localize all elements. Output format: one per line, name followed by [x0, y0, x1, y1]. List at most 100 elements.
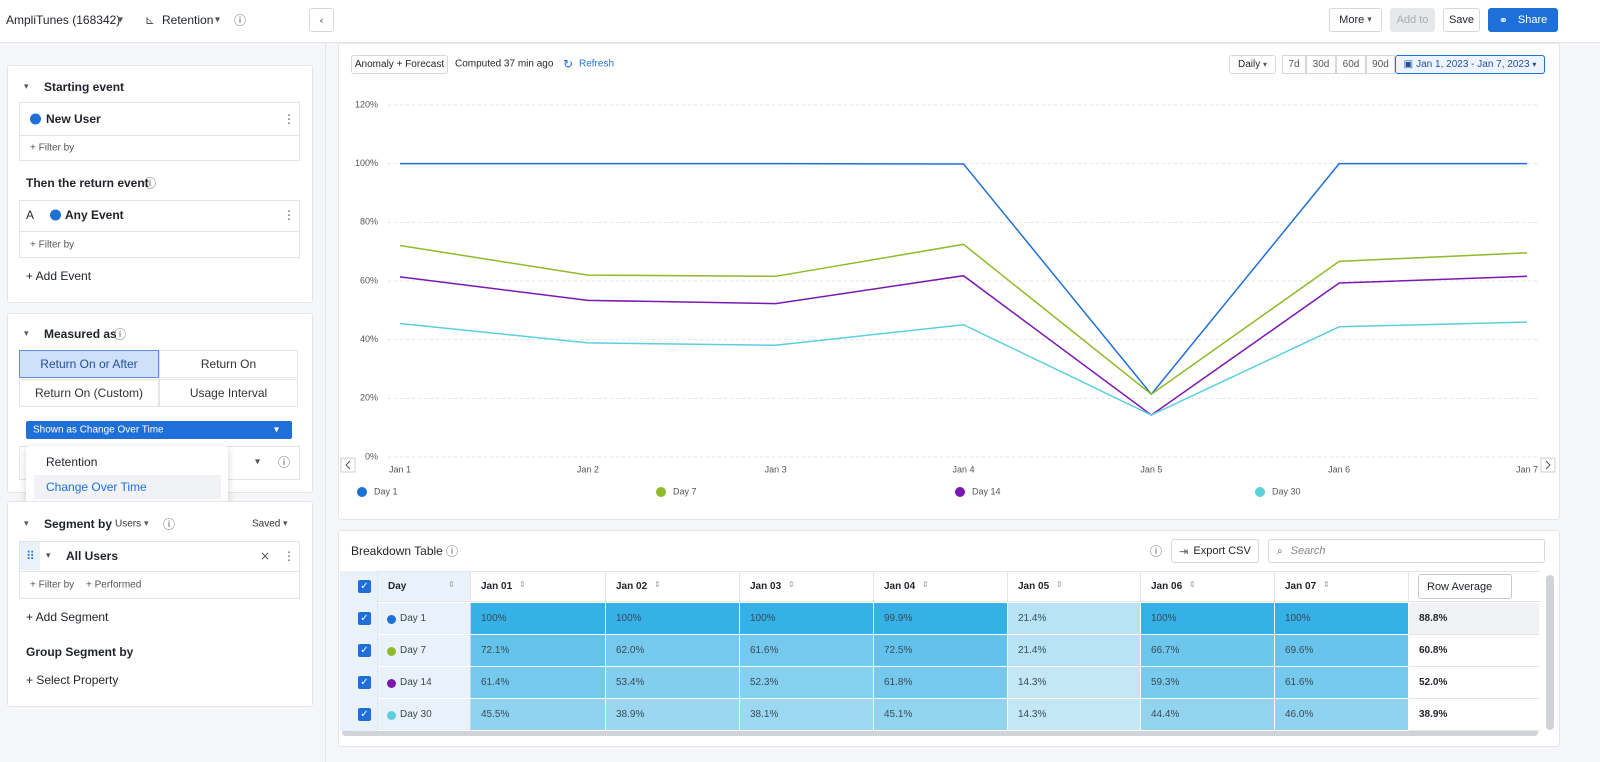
add-event-link[interactable]: + Add Event	[26, 269, 92, 283]
header-cell[interactable]: Jan 03	[740, 572, 874, 601]
table-cell: 38.9%	[1409, 699, 1540, 731]
row-dot	[387, 647, 396, 656]
export-button[interactable]: ⇥ Export CSV	[1171, 539, 1259, 563]
collapse-button[interactable]: ‹	[309, 8, 334, 32]
checkbox[interactable]: ✓	[358, 612, 371, 625]
table-cell: 100%	[606, 603, 740, 635]
computed-time: Computed 37 min ago	[455, 58, 554, 70]
event-letter: A	[26, 208, 35, 222]
event-name[interactable]: Any Event	[65, 208, 124, 222]
menu-icon[interactable]: ⋮	[283, 208, 295, 222]
x-tick-label: Jan 6	[1328, 464, 1350, 474]
header-cell[interactable]: Jan 07	[1275, 572, 1409, 601]
interval-select[interactable]: Daily ▾	[1229, 55, 1276, 74]
checkbox[interactable]: ✓	[358, 676, 371, 689]
menu-highlight	[34, 475, 221, 499]
save-button[interactable]: Save	[1443, 8, 1480, 32]
header-cell[interactable]: Jan 04	[874, 572, 1008, 601]
checkbox[interactable]: ✓	[358, 580, 371, 593]
users-select[interactable]: Users	[115, 518, 142, 530]
chevron[interactable]: ▾	[46, 551, 51, 561]
sort-icon[interactable]: ⇕	[1189, 580, 1196, 589]
table-cell: 59.3%	[1141, 667, 1275, 699]
legend-dot	[357, 487, 367, 497]
x-tick-label: Jan 3	[765, 464, 787, 474]
checkbox[interactable]: ✓	[358, 708, 371, 721]
chevron: ▾	[274, 424, 280, 436]
more-label: More	[1339, 14, 1365, 26]
table-title: Breakdown Table	[351, 544, 443, 558]
drag-handle[interactable]	[20, 542, 40, 570]
add-segment-link[interactable]: + Add Segment	[26, 610, 109, 624]
table-cell: 52.3%	[740, 667, 874, 699]
table-cell: 61.8%	[874, 667, 1008, 699]
menu-icon[interactable]: ⋮	[283, 112, 295, 126]
table-cell: 72.1%	[471, 635, 606, 667]
display-dropdown[interactable]	[26, 421, 292, 439]
sort-icon[interactable]: ⇕	[922, 580, 929, 589]
header-cell[interactable]: Jan 02	[606, 572, 740, 601]
menu-item[interactable]: Change Over Time	[46, 480, 147, 494]
range-button[interactable]: 60d	[1336, 55, 1366, 74]
chevron: ▾	[144, 519, 149, 529]
table-cell: 38.1%	[740, 699, 874, 731]
more-button[interactable]: More ▾	[1329, 8, 1382, 32]
sort-icon[interactable]: ⇕	[1323, 580, 1330, 589]
mode-button[interactable]: Anomaly + Forecast	[351, 55, 448, 74]
project-name[interactable]: AmpliTunes (168342)	[6, 13, 121, 27]
search-input[interactable]: ⌕ Search	[1268, 539, 1545, 563]
header-cell[interactable]: Row Average	[1418, 574, 1512, 599]
performed-link[interactable]: + Performed	[86, 579, 142, 591]
y-tick-label: 80%	[360, 217, 378, 227]
chart-kind[interactable]: Retention	[162, 13, 214, 27]
share-button[interactable]: ⚭ Share	[1488, 8, 1558, 32]
header-cell[interactable]: Day	[378, 572, 471, 601]
sort-icon[interactable]: ⇕	[519, 580, 526, 589]
select-property-link[interactable]: + Select Property	[26, 673, 119, 687]
filter-link[interactable]: + Filter by	[30, 142, 75, 154]
measure-option[interactable]: Return On (Custom)	[19, 378, 159, 407]
date-range[interactable]: ▣ Jan 1, 2023 - Jan 7, 2023 ▾	[1395, 55, 1545, 74]
chevron[interactable]: ▾	[24, 519, 29, 529]
chevron[interactable]: ▾	[24, 329, 29, 339]
segment-card	[7, 501, 313, 707]
chevron[interactable]: ▾	[24, 82, 29, 92]
range-button[interactable]: 90d	[1366, 55, 1395, 74]
info-icon: ⓘ	[144, 176, 157, 191]
sort-icon[interactable]: ⇕	[448, 580, 455, 589]
range-button[interactable]: 30d	[1306, 55, 1336, 74]
sort-icon[interactable]: ⇕	[788, 580, 795, 589]
x-tick-label: Jan 7	[1516, 464, 1538, 474]
table-cell: 100%	[1275, 603, 1409, 635]
menu-item[interactable]: Retention	[46, 455, 98, 469]
measure-option[interactable]: Return On	[159, 350, 298, 378]
table-cell: 52.0%	[1409, 667, 1540, 699]
section-title: Segment by	[44, 517, 113, 531]
header-cell[interactable]: Jan 06	[1141, 572, 1275, 601]
refresh-icon[interactable]: ↻	[563, 57, 574, 71]
sort-icon[interactable]: ⇕	[654, 580, 661, 589]
measure-option[interactable]: Usage Interval	[159, 378, 298, 407]
x-tick-label: Jan 2	[577, 464, 599, 474]
menu-icon[interactable]: ⋮	[283, 549, 295, 563]
saved-select[interactable]: Saved	[252, 518, 281, 530]
table-cell: 100%	[1141, 603, 1275, 635]
refresh-link[interactable]: Refresh	[579, 58, 615, 70]
table-cell: 62.0%	[606, 635, 740, 667]
remove-icon[interactable]: ×	[260, 549, 271, 563]
drag-icon: ⠿	[26, 549, 35, 563]
checkbox[interactable]: ✓	[358, 644, 371, 657]
event-name[interactable]: New User	[46, 112, 101, 126]
divider	[19, 571, 299, 572]
measure-option[interactable]: Return On or After	[19, 350, 159, 378]
range-button[interactable]: 7d	[1282, 55, 1306, 74]
mode-label: Anomaly + Forecast	[354, 59, 445, 70]
filter-link[interactable]: + Filter by	[30, 239, 75, 251]
header-cell[interactable]: Jan 05	[1008, 572, 1141, 601]
sort-icon[interactable]: ⇕	[1056, 580, 1063, 589]
header-cell[interactable]: Jan 01	[471, 572, 606, 601]
search-placeholder: Search	[1290, 545, 1326, 557]
series-line	[399, 321, 1528, 416]
segment-name[interactable]: All Users	[66, 549, 119, 563]
filter-link[interactable]: + Filter by	[30, 579, 75, 591]
